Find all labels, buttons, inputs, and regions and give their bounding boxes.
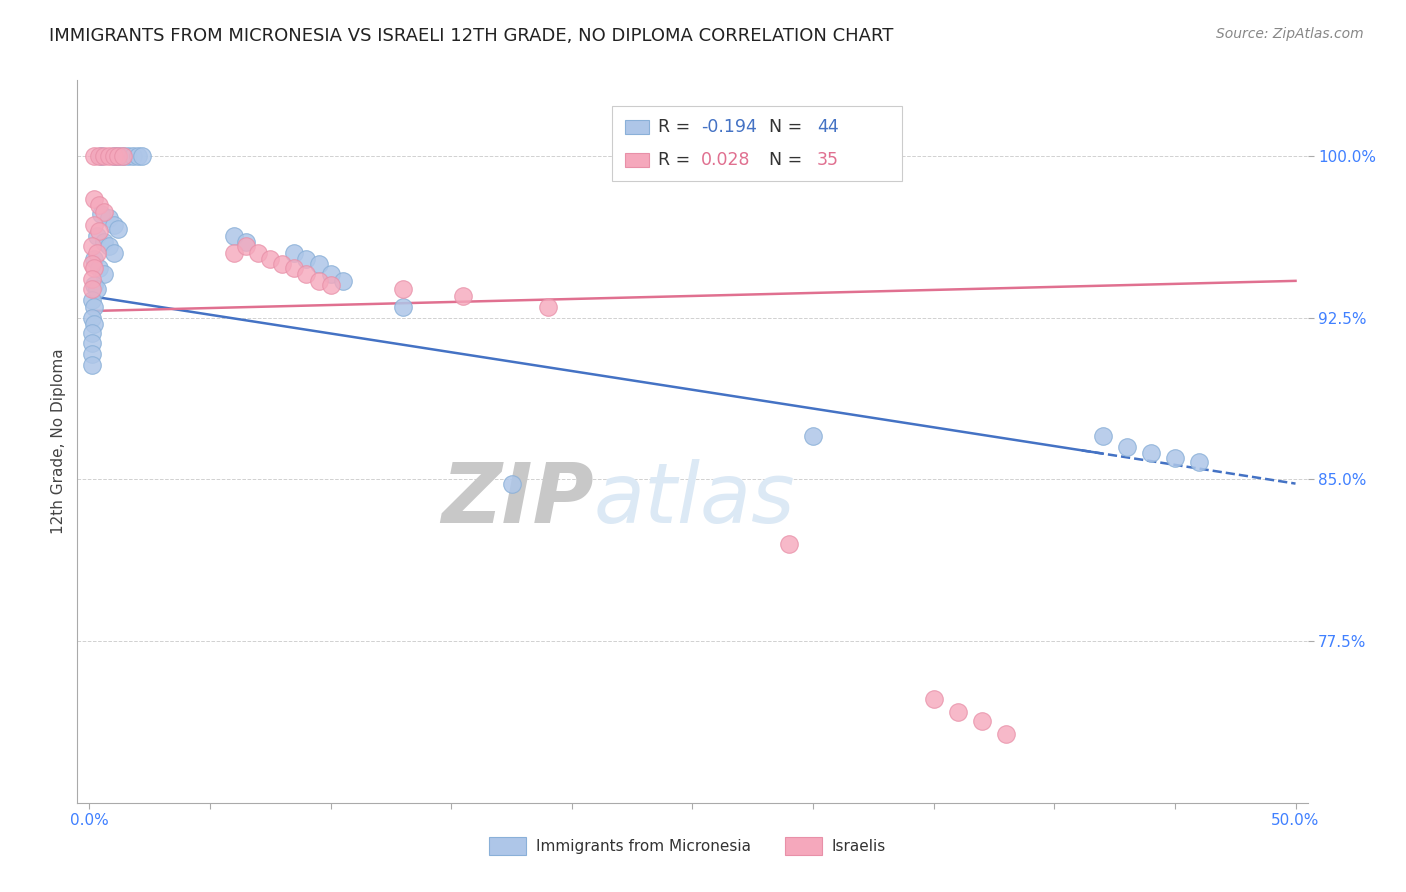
- Point: [922, 692, 945, 706]
- Point: [83, 260, 105, 275]
- Point: [93, 204, 115, 219]
- Point: [83, 300, 105, 314]
- Point: [247, 245, 270, 260]
- Text: N =: N =: [758, 151, 807, 169]
- Point: [80, 283, 103, 297]
- Point: [103, 218, 125, 232]
- Point: [86, 245, 108, 260]
- Point: [224, 228, 246, 243]
- Point: [121, 149, 143, 163]
- Point: [224, 245, 246, 260]
- Text: R =: R =: [658, 119, 696, 136]
- Point: [271, 257, 294, 271]
- Text: R =: R =: [658, 151, 696, 169]
- Point: [83, 317, 105, 331]
- Point: [995, 727, 1018, 741]
- Point: [87, 149, 110, 163]
- Point: [127, 149, 149, 163]
- Point: [107, 149, 129, 163]
- Bar: [624, 153, 650, 167]
- Point: [319, 268, 342, 282]
- Point: [308, 257, 330, 271]
- Point: [131, 149, 153, 163]
- Point: [501, 476, 523, 491]
- Text: Immigrants from Micronesia: Immigrants from Micronesia: [536, 838, 751, 854]
- Text: N =: N =: [758, 119, 807, 136]
- Point: [90, 207, 112, 221]
- Point: [97, 239, 120, 253]
- Point: [295, 268, 318, 282]
- Point: [283, 260, 305, 275]
- Point: [90, 149, 112, 163]
- Text: IMMIGRANTS FROM MICRONESIA VS ISRAELI 12TH GRADE, NO DIPLOMA CORRELATION CHART: IMMIGRANTS FROM MICRONESIA VS ISRAELI 12…: [49, 27, 894, 45]
- Point: [117, 149, 139, 163]
- Point: [283, 245, 305, 260]
- Point: [112, 149, 135, 163]
- Point: [801, 429, 824, 443]
- Point: [103, 149, 125, 163]
- Point: [83, 218, 105, 232]
- Point: [295, 252, 318, 267]
- Text: 0.028: 0.028: [702, 151, 751, 169]
- Point: [93, 149, 115, 163]
- Point: [80, 358, 103, 372]
- Point: [87, 260, 110, 275]
- Point: [80, 336, 103, 351]
- Point: [80, 239, 103, 253]
- Text: -0.194: -0.194: [702, 119, 756, 136]
- Point: [93, 268, 115, 282]
- Bar: [624, 120, 650, 135]
- Bar: [489, 838, 526, 855]
- Point: [80, 293, 103, 308]
- Point: [86, 228, 108, 243]
- Point: [87, 224, 110, 238]
- Point: [107, 149, 129, 163]
- Text: 35: 35: [817, 151, 839, 169]
- Y-axis label: 12th Grade, No Diploma: 12th Grade, No Diploma: [51, 349, 66, 534]
- Point: [1115, 440, 1137, 454]
- Point: [946, 705, 969, 719]
- Point: [86, 283, 108, 297]
- Point: [1164, 450, 1187, 465]
- Point: [1188, 455, 1211, 469]
- Point: [392, 283, 415, 297]
- Point: [83, 252, 105, 267]
- Point: [103, 149, 125, 163]
- Text: Israelis: Israelis: [831, 838, 886, 854]
- Point: [453, 289, 475, 303]
- Point: [332, 274, 354, 288]
- Bar: [785, 838, 821, 855]
- Point: [80, 271, 103, 285]
- Point: [80, 310, 103, 325]
- Text: 44: 44: [817, 119, 838, 136]
- Point: [83, 278, 105, 293]
- Point: [970, 714, 993, 728]
- Point: [235, 239, 257, 253]
- Point: [93, 235, 115, 249]
- Point: [392, 300, 415, 314]
- Text: Source: ZipAtlas.com: Source: ZipAtlas.com: [1216, 27, 1364, 41]
- Text: ZIP: ZIP: [441, 458, 595, 540]
- Point: [83, 149, 105, 163]
- Point: [778, 537, 800, 551]
- Point: [537, 300, 560, 314]
- Point: [319, 278, 342, 293]
- Point: [83, 192, 105, 206]
- Point: [235, 235, 257, 249]
- Point: [80, 257, 103, 271]
- Point: [308, 274, 330, 288]
- Point: [80, 326, 103, 340]
- Point: [103, 245, 125, 260]
- Point: [107, 222, 129, 236]
- Point: [1139, 446, 1161, 460]
- Text: atlas: atlas: [595, 458, 796, 540]
- FancyBboxPatch shape: [613, 105, 901, 181]
- Point: [259, 252, 281, 267]
- Point: [112, 149, 135, 163]
- Point: [97, 211, 120, 226]
- Point: [1091, 429, 1114, 443]
- Point: [97, 149, 120, 163]
- Point: [87, 198, 110, 212]
- Point: [80, 347, 103, 361]
